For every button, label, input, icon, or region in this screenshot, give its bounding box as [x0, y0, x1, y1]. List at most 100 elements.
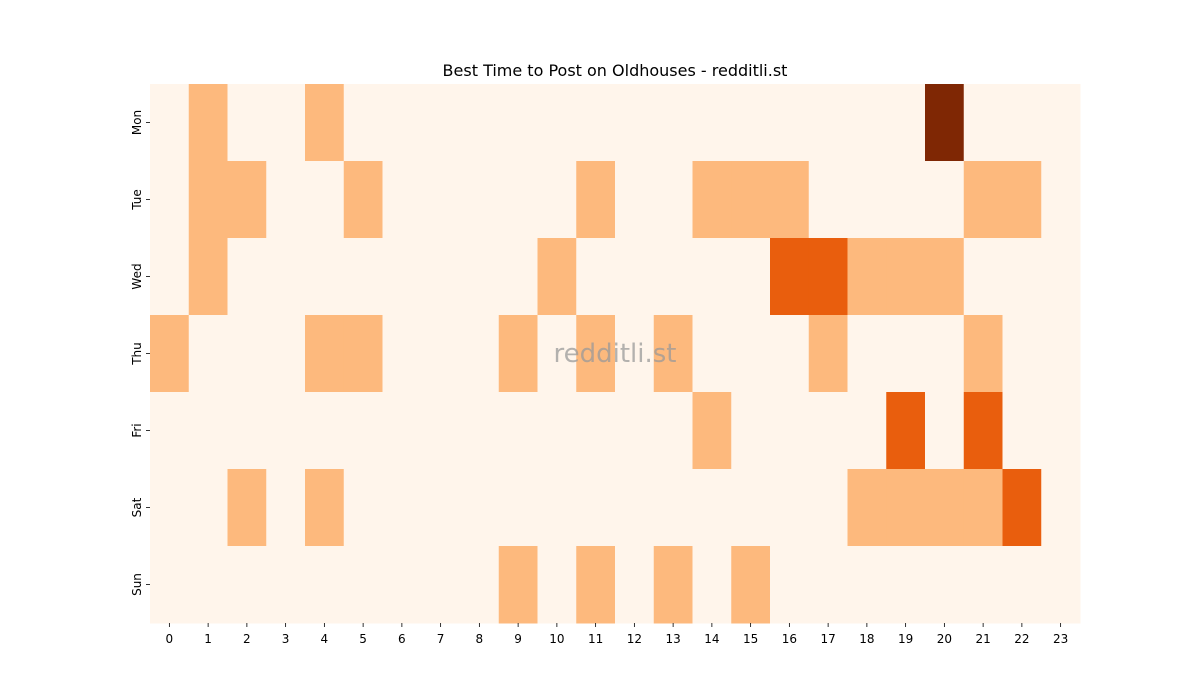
y-axis: Mon Tue Wed Thu Fri Sat Sun — [130, 110, 150, 596]
heatmap-cell-tue-14 — [692, 161, 732, 239]
heatmap-cell-thu-5 — [343, 315, 383, 393]
heatmap-cell-fri-10 — [537, 392, 577, 470]
heatmap-cell-tue-5 — [343, 161, 383, 239]
heatmap-cell-thu-1 — [188, 315, 228, 393]
heatmap-cell-mon-23 — [1041, 84, 1081, 162]
heatmap-cell-fri-11 — [576, 392, 616, 470]
heatmap-cell-sun-19 — [886, 546, 926, 624]
heatmap-cell-wed-21 — [963, 238, 1003, 316]
heatmap-cell-mon-3 — [266, 84, 306, 162]
heatmap-cell-wed-4 — [305, 238, 345, 316]
heatmap-cell-thu-16 — [770, 315, 810, 393]
heatmap-cell-sat-6 — [382, 469, 422, 547]
y-tick-label: Sun — [130, 573, 144, 596]
heatmap-cell-thu-3 — [266, 315, 306, 393]
heatmap-cell-wed-3 — [266, 238, 306, 316]
heatmap-cell-fri-20 — [925, 392, 965, 470]
heatmap-cell-sun-16 — [770, 546, 810, 624]
x-tick-label: 10 — [549, 632, 564, 646]
heatmap-cell-fri-16 — [770, 392, 810, 470]
heatmap-cell-sat-16 — [770, 469, 810, 547]
y-tick-label: Wed — [130, 263, 144, 289]
heatmap-cell-fri-5 — [343, 392, 383, 470]
heatmap-cell-wed-8 — [460, 238, 500, 316]
heatmap-cell-thu-11 — [576, 315, 616, 393]
heatmap-cell-sat-21 — [963, 469, 1003, 547]
heatmap-cell-sat-18 — [847, 469, 887, 547]
heatmap-cell-mon-9 — [498, 84, 538, 162]
heatmap-cell-sat-0 — [150, 469, 190, 547]
heatmap-cell-tue-3 — [266, 161, 306, 239]
heatmap-cell-sun-22 — [1002, 546, 1042, 624]
heatmap-cells — [150, 84, 1081, 624]
heatmap-cell-sun-23 — [1041, 546, 1081, 624]
heatmap-cell-fri-18 — [847, 392, 887, 470]
chart-title: Best Time to Post on Oldhouses - redditl… — [443, 61, 788, 80]
heatmap-cell-tue-4 — [305, 161, 345, 239]
heatmap-cell-mon-12 — [615, 84, 655, 162]
x-tick-label: 0 — [166, 632, 174, 646]
heatmap-cell-sat-14 — [692, 469, 732, 547]
heatmap-cell-mon-5 — [343, 84, 383, 162]
heatmap-cell-tue-8 — [460, 161, 500, 239]
heatmap-cell-sat-11 — [576, 469, 616, 547]
heatmap-cell-sun-20 — [925, 546, 965, 624]
y-tick-label: Thu — [130, 342, 144, 366]
heatmap-cell-mon-14 — [692, 84, 732, 162]
heatmap-cell-mon-8 — [460, 84, 500, 162]
x-tick-label: 3 — [282, 632, 290, 646]
x-tick-label: 2 — [243, 632, 251, 646]
heatmap-cell-wed-6 — [382, 238, 422, 316]
heatmap-cell-tue-0 — [150, 161, 190, 239]
heatmap-cell-mon-13 — [653, 84, 693, 162]
x-tick-label: 8 — [476, 632, 484, 646]
heatmap-cell-sat-12 — [615, 469, 655, 547]
x-tick-label: 11 — [588, 632, 603, 646]
heatmap-cell-wed-14 — [692, 238, 732, 316]
heatmap-cell-sat-7 — [421, 469, 461, 547]
heatmap-cell-fri-15 — [731, 392, 771, 470]
heatmap-cell-fri-13 — [653, 392, 693, 470]
heatmap-cell-sun-9 — [498, 546, 538, 624]
heatmap-cell-sat-9 — [498, 469, 538, 547]
heatmap-cell-tue-18 — [847, 161, 887, 239]
heatmap-cell-wed-18 — [847, 238, 887, 316]
heatmap-cell-sat-22 — [1002, 469, 1042, 547]
heatmap-cell-wed-17 — [808, 238, 848, 316]
heatmap-cell-wed-22 — [1002, 238, 1042, 316]
heatmap-cell-sun-15 — [731, 546, 771, 624]
heatmap-cell-sat-3 — [266, 469, 306, 547]
heatmap-cell-tue-7 — [421, 161, 461, 239]
heatmap-cell-sat-15 — [731, 469, 771, 547]
heatmap-cell-tue-22 — [1002, 161, 1042, 239]
x-tick-label: 4 — [321, 632, 329, 646]
heatmap-cell-sun-1 — [188, 546, 228, 624]
heatmap-cell-thu-23 — [1041, 315, 1081, 393]
heatmap-cell-sun-13 — [653, 546, 693, 624]
heatmap-cell-wed-10 — [537, 238, 577, 316]
heatmap-cell-sun-10 — [537, 546, 577, 624]
heatmap-cell-thu-2 — [227, 315, 267, 393]
heatmap-cell-mon-16 — [770, 84, 810, 162]
heatmap-cell-tue-17 — [808, 161, 848, 239]
heatmap-cell-tue-20 — [925, 161, 965, 239]
heatmap-cell-sun-0 — [150, 546, 190, 624]
y-tick-label: Fri — [130, 423, 144, 437]
heatmap-cell-sat-19 — [886, 469, 926, 547]
x-tick-label: 7 — [437, 632, 445, 646]
heatmap-cell-thu-13 — [653, 315, 693, 393]
heatmap-cell-tue-13 — [653, 161, 693, 239]
heatmap-cell-sun-2 — [227, 546, 267, 624]
heatmap-cell-sun-11 — [576, 546, 616, 624]
heatmap-cell-sun-4 — [305, 546, 345, 624]
heatmap-cell-fri-7 — [421, 392, 461, 470]
heatmap-cell-thu-0 — [150, 315, 190, 393]
heatmap-cell-fri-6 — [382, 392, 422, 470]
heatmap-cell-mon-10 — [537, 84, 577, 162]
heatmap-cell-sat-8 — [460, 469, 500, 547]
heatmap-cell-thu-19 — [886, 315, 926, 393]
x-tick-label: 23 — [1053, 632, 1068, 646]
heatmap-cell-sun-5 — [343, 546, 383, 624]
heatmap-cell-sat-13 — [653, 469, 693, 547]
